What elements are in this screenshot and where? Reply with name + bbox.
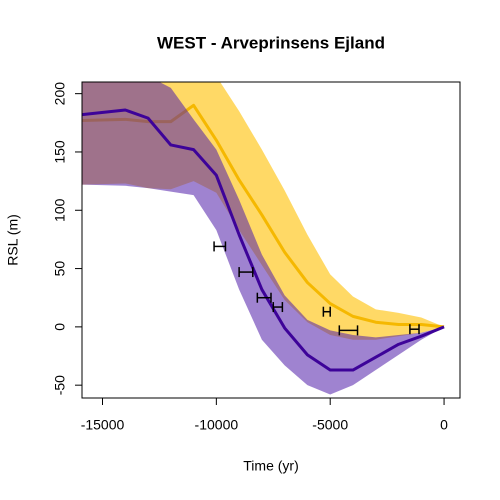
x-tick-label: -5000 (312, 417, 348, 433)
y-tick-label: 100 (52, 198, 68, 222)
y-tick-label: 200 (52, 82, 68, 106)
x-tick-label: -10000 (195, 417, 239, 433)
chart-title: WEST - Arveprinsens Ejland (157, 33, 385, 52)
y-tick-label: 0 (52, 323, 68, 331)
y-tick-label: 150 (52, 140, 68, 164)
y-tick-label: -50 (52, 375, 68, 395)
uncertainty-band (82, 82, 445, 395)
x-axis-label: Time (yr) (243, 458, 298, 474)
plot-frame (81, 81, 461, 399)
x-tick-label: 0 (440, 417, 448, 433)
plot-area (82, 82, 445, 395)
y-tick-label: 50 (52, 261, 68, 277)
x-tick-label: -15000 (81, 417, 125, 433)
y-axis-label: RSL (m) (5, 214, 21, 266)
